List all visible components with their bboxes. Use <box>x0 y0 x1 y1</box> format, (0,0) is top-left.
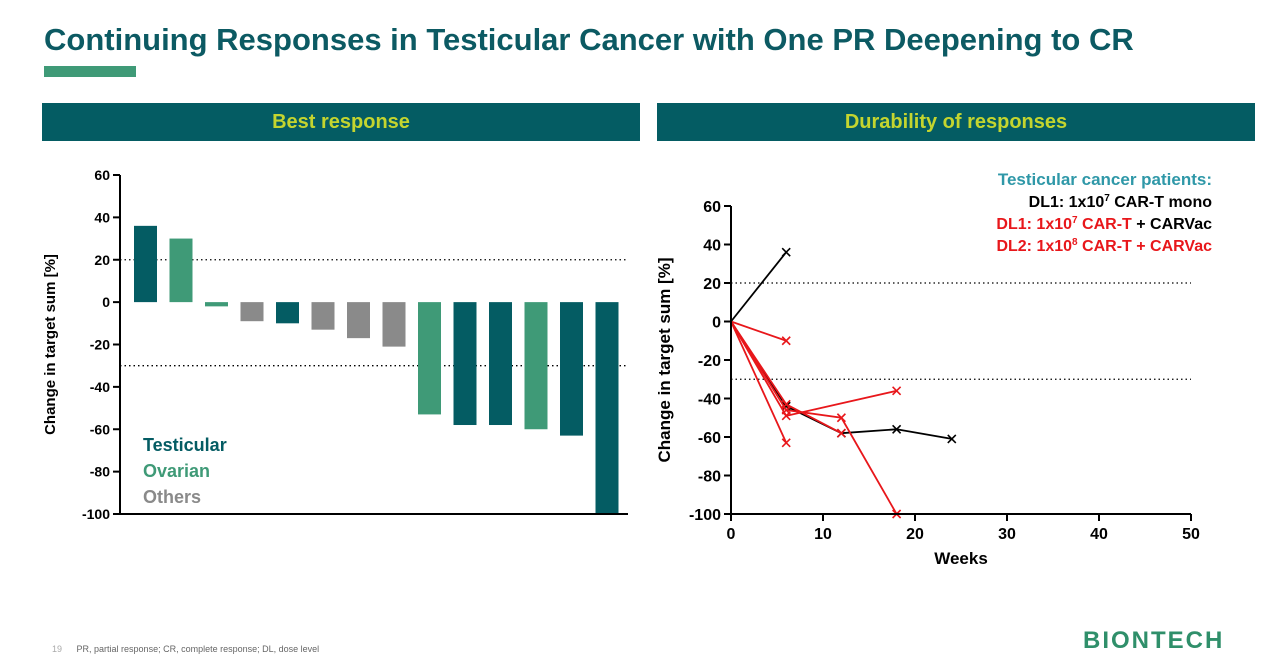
x-tick-label: 50 <box>1182 526 1200 543</box>
y-tick-label: -20 <box>90 337 110 353</box>
data-point-marker <box>781 247 791 257</box>
legend-entry-part: CAR-T mono <box>1110 194 1212 211</box>
series-line <box>730 251 787 323</box>
legend-entry: DL2: 1x108 CAR-T + CARVac <box>996 237 1212 255</box>
data-point-marker <box>781 336 791 346</box>
waterfall-bar <box>382 302 406 347</box>
legend-entry-part: DL1: 1x10 <box>996 216 1072 233</box>
data-point-marker <box>947 434 957 444</box>
data-point-marker <box>892 424 902 434</box>
y-tick-label: -20 <box>698 353 721 370</box>
waterfall-bar <box>134 225 157 303</box>
legend-others: Others <box>143 487 201 507</box>
series-line <box>730 321 952 440</box>
y-tick-label: 40 <box>94 209 110 225</box>
best-response-header: Best response <box>42 103 640 141</box>
x-tick-label: 10 <box>814 526 832 543</box>
waterfall-bar <box>560 302 583 436</box>
series-line <box>730 321 897 417</box>
y-tick-label: -100 <box>82 506 110 522</box>
data-point-marker <box>781 411 791 421</box>
waterfall-bar <box>311 302 335 330</box>
legend-entry-part: 8 <box>1072 237 1078 248</box>
biontech-logo: BIONTECH <box>1083 627 1225 654</box>
page-number: 19 <box>52 644 63 654</box>
legend-entry-part: CAR-T + CARVac <box>1078 238 1213 255</box>
y-axis-label: Change in target sum [%] <box>655 258 674 463</box>
data-point-marker <box>836 428 846 438</box>
series-line <box>730 320 787 342</box>
legend-entry-part: DL1: 1x10 <box>1029 194 1105 211</box>
x-axis-label: Weeks <box>934 549 988 568</box>
data-point-marker <box>781 438 791 448</box>
waterfall-bar <box>169 238 193 303</box>
waterfall-bar <box>347 302 370 339</box>
series-line <box>730 321 788 444</box>
y-tick-label: -40 <box>698 392 721 409</box>
durability-header: Durability of responses <box>657 103 1255 141</box>
data-point-marker <box>892 386 902 396</box>
legend-entry-part: + CARVac <box>1132 216 1212 233</box>
y-tick-label: 0 <box>712 315 721 332</box>
waterfall-bar <box>276 302 299 324</box>
legend-entry-part: CAR-T <box>1078 216 1132 233</box>
y-tick-label: -80 <box>90 464 110 480</box>
y-tick-label: 60 <box>703 199 721 216</box>
y-tick-label: -60 <box>90 421 110 437</box>
waterfall-bar <box>453 302 477 426</box>
y-axis-label: Change in target sum [%] <box>42 254 59 435</box>
legend-entry-part: 7 <box>1104 193 1110 204</box>
title-underline <box>44 66 136 77</box>
data-point-marker <box>836 413 846 423</box>
y-tick-label: 0 <box>102 294 110 310</box>
waterfall-bar <box>524 302 548 430</box>
legend-ovarian: Ovarian <box>143 461 210 481</box>
series-line <box>730 321 898 515</box>
durability-chart: 60 40 20 0 -20 -40 -60 -80 -100 0 10 20 30 40 50 Weeks C… <box>655 170 1213 568</box>
legend-title: Testicular cancer patients: <box>998 170 1212 189</box>
y-tick-label: 20 <box>703 276 721 293</box>
page-title: Continuing Responses in Testicular Cance… <box>44 22 1134 57</box>
legend-entry: DL1: 1x107 CAR-T + CARVac <box>996 215 1212 233</box>
waterfall-bar <box>205 302 228 307</box>
y-tick-label: -80 <box>698 469 721 486</box>
legend-entry: DL1: 1x107 CAR-T mono <box>1029 193 1213 211</box>
legend-entry-part: DL2: 1x10 <box>996 238 1072 255</box>
y-tick-label: -100 <box>689 507 721 524</box>
y-tick-label: -60 <box>698 430 721 447</box>
legend-entry-part: 7 <box>1072 215 1078 226</box>
y-tick-label: 20 <box>94 252 110 268</box>
data-point-marker <box>781 401 791 411</box>
x-tick-label: 0 <box>727 526 736 543</box>
x-tick-label: 40 <box>1090 526 1108 543</box>
footer: 19 PR, partial response; CR, complete re… <box>52 644 319 654</box>
legend-testicular: Testicular <box>143 435 227 455</box>
waterfall-bar <box>418 302 441 415</box>
waterfall-bar <box>595 302 619 514</box>
footnote: PR, partial response; CR, complete respo… <box>76 644 320 654</box>
x-tick-label: 20 <box>906 526 924 543</box>
y-tick-label: 60 <box>94 167 110 183</box>
waterfall-bar <box>489 302 512 426</box>
waterfall-bar <box>240 302 264 322</box>
y-tick-label: -40 <box>90 379 110 395</box>
x-tick-label: 30 <box>998 526 1016 543</box>
y-tick-label: 40 <box>703 238 721 255</box>
best-response-chart: 60 40 20 0 -20 -40 -60 -80 -100 Change in target … <box>42 167 628 522</box>
